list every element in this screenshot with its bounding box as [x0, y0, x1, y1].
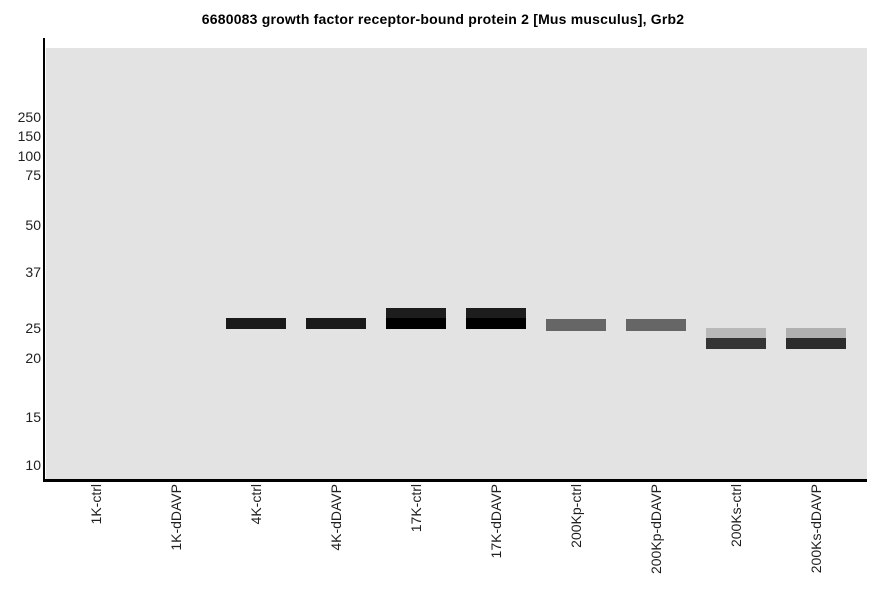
- x-tick-label-4K-ctrl: 4K-ctrl: [248, 484, 264, 525]
- band-17K-dDAVP-0: [466, 308, 526, 318]
- x-tick-label-17K-ctrl: 17K-ctrl: [408, 484, 424, 533]
- x-tick-label-1K-dDAVP: 1K-dDAVP: [168, 484, 184, 551]
- x-tick-label-4K-dDAVP: 4K-dDAVP: [328, 484, 344, 551]
- y-tick-label-20: 20: [25, 350, 41, 366]
- band-17K-ctrl-1: [386, 318, 446, 329]
- x-tick-label-1K-ctrl: 1K-ctrl: [88, 484, 104, 525]
- x-tick-label-200Ks-dDAVP: 200Ks-dDAVP: [808, 484, 824, 574]
- band-200Ks-dDAVP-1: [786, 338, 846, 349]
- band-200Kp-ctrl-0: [546, 319, 606, 331]
- x-tick-label-200Kp-dDAVP: 200Kp-dDAVP: [648, 484, 664, 575]
- chart-title: 6680083 growth factor receptor-bound pro…: [201, 11, 685, 27]
- x-axis-line: [43, 479, 867, 482]
- y-tick-label-50: 50: [25, 217, 41, 233]
- band-200Kp-dDAVP-0: [626, 319, 686, 331]
- y-tick-label-25: 25: [25, 320, 41, 336]
- x-tick-label-200Kp-ctrl: 200Kp-ctrl: [568, 484, 584, 548]
- band-4K-dDAVP-0: [306, 318, 366, 329]
- plot-area: [46, 48, 867, 479]
- band-17K-ctrl-0: [386, 308, 446, 318]
- band-200Ks-ctrl-0: [706, 328, 766, 338]
- x-tick-label-200Ks-ctrl: 200Ks-ctrl: [728, 484, 744, 548]
- y-tick-label-75: 75: [25, 167, 41, 183]
- y-tick-label-10: 10: [25, 457, 41, 473]
- y-tick-label-100: 100: [17, 148, 41, 164]
- band-17K-dDAVP-1: [466, 318, 526, 329]
- y-tick-label-150: 150: [17, 128, 41, 144]
- y-tick-label-37: 37: [25, 264, 41, 280]
- y-axis-line: [43, 38, 45, 482]
- band-200Ks-dDAVP-0: [786, 328, 846, 338]
- x-tick-label-17K-dDAVP: 17K-dDAVP: [488, 484, 504, 559]
- y-tick-label-15: 15: [25, 409, 41, 425]
- band-4K-ctrl-0: [226, 318, 286, 329]
- y-tick-label-250: 250: [17, 109, 41, 125]
- band-200Ks-ctrl-1: [706, 338, 766, 349]
